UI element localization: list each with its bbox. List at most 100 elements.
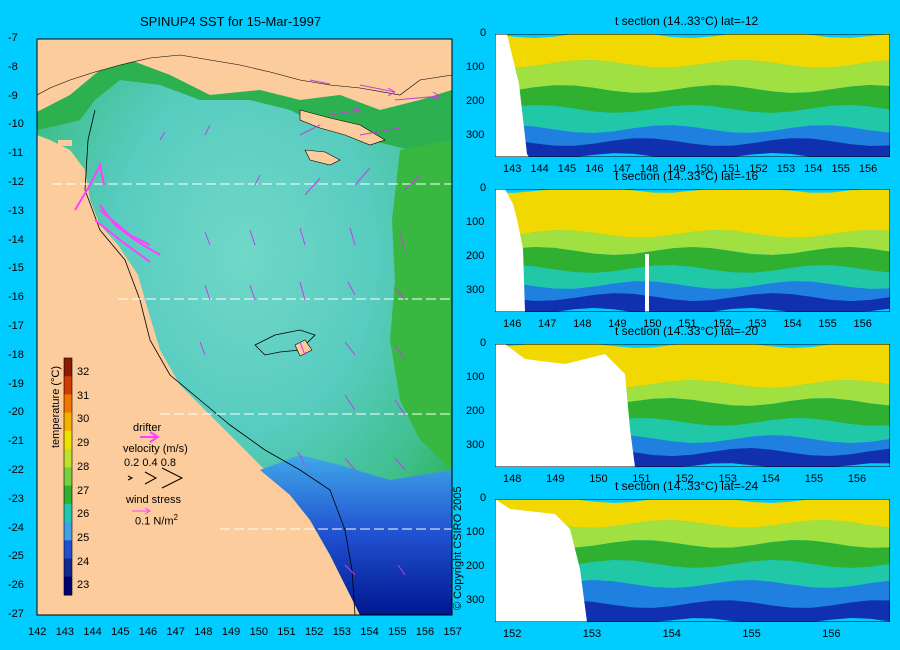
lon-tick: 156: [858, 163, 878, 175]
lon-tick: 150: [694, 163, 713, 175]
lon-tick: 152: [503, 628, 522, 640]
section-title: t section (14..33°C) lat=-24: [615, 479, 759, 493]
lon-tick: 154: [783, 318, 802, 330]
temperature-section-3: [495, 344, 890, 467]
lat-tick: -23: [8, 492, 24, 505]
depth-tick: 200: [466, 560, 485, 572]
lat-tick: -24: [8, 521, 24, 534]
colorbar-swatch: [64, 412, 72, 432]
lon-tick: 144: [83, 626, 102, 638]
depth-tick: 0: [480, 27, 487, 39]
temperature-band: [495, 60, 890, 93]
colorbar-swatch: [64, 358, 72, 377]
lon-tick: 151: [678, 318, 697, 330]
temperature-band: [495, 138, 890, 157]
lon-tick: 154: [804, 163, 823, 175]
section-topography: [495, 344, 635, 467]
reef-small: [294, 339, 313, 357]
drifter-tracks: [74, 161, 161, 263]
lon-tick: 154: [360, 626, 379, 638]
torres-island: [58, 140, 72, 146]
lon-tick: 153: [718, 473, 737, 485]
lat-tick: -15: [8, 262, 24, 275]
colorbar-swatch: [64, 522, 72, 541]
lat-tick: -27: [8, 608, 24, 620]
lon-tick: 156: [415, 626, 435, 638]
lon-tick: 152: [305, 626, 324, 638]
colorbar-swatch: [64, 540, 72, 560]
lon-tick: 153: [748, 318, 767, 330]
lon-tick: 153: [332, 626, 352, 638]
lon-tick: 146: [503, 318, 522, 330]
temperature-band: [495, 560, 890, 588]
depth-tick: 300: [466, 284, 485, 296]
section-topography: [495, 34, 529, 157]
velocity-label: velocity (m/s): [123, 443, 188, 455]
depth-tick: 300: [466, 129, 485, 141]
lon-tick: 145: [557, 163, 577, 175]
temperature-band: [495, 540, 890, 568]
colorbar-swatch: [64, 467, 72, 487]
lat-tick: -16: [8, 291, 24, 304]
lon-tick: 143: [503, 163, 522, 175]
lon-tick: 150: [643, 318, 662, 330]
lat-tick: -13: [8, 204, 24, 217]
temperature-band: [495, 85, 890, 113]
lon-tick: 148: [639, 163, 659, 175]
lon-tick: 153: [582, 628, 602, 640]
depth-tick: 0: [480, 337, 487, 349]
lon-tick: 155: [818, 318, 837, 330]
lat-tick: -22: [8, 464, 24, 476]
colorbar-tick: 23: [77, 579, 90, 592]
lon-tick: 151: [277, 626, 296, 638]
temperature-band: [495, 520, 890, 548]
lon-tick: 154: [662, 628, 681, 640]
lon-tick: 155: [804, 473, 824, 485]
temperature-band: [495, 600, 890, 622]
lon-tick: 142: [28, 626, 47, 638]
lon-tick: 147: [612, 163, 631, 175]
depth-tick: 100: [466, 216, 485, 228]
lon-tick: 152: [749, 163, 768, 175]
eastern-green: [390, 140, 452, 470]
depth-tick: 100: [466, 371, 485, 383]
lat-tick: -7: [8, 32, 18, 44]
lon-tick: 149: [608, 318, 627, 330]
shelf-contour: [84, 109, 356, 616]
lon-tick: 145: [111, 626, 130, 638]
colorbar-label: temperature (°C): [50, 365, 62, 448]
depth-tick: 200: [466, 95, 485, 107]
lon-tick: 151: [721, 163, 741, 175]
temperature-band: [495, 265, 890, 289]
colorbar-swatch: [64, 449, 72, 468]
colorbar-tick: 26: [77, 508, 90, 521]
lon-tick: 156: [822, 628, 841, 640]
colorbar-swatch: [64, 558, 72, 578]
sst-map: [36, 38, 453, 616]
lon-tick: 150: [589, 473, 608, 485]
wind-arrows: [159, 79, 441, 576]
lat-tick: -26: [8, 579, 24, 592]
lon-tick: 150: [249, 626, 268, 638]
temperature-band: [495, 34, 890, 68]
lon-tick: 146: [585, 163, 604, 175]
lat-tick: -9: [8, 89, 18, 102]
colorbar-swatch: [64, 576, 72, 596]
colorbar-tick: 29: [77, 437, 90, 450]
temperature-band: [495, 499, 890, 528]
colorbar-tick: 32: [77, 366, 90, 378]
lon-tick: 156: [847, 473, 867, 485]
section-title: t section (14..33°C) lat=-16: [615, 169, 759, 183]
louisiade-islands: [304, 149, 341, 166]
lon-tick: 151: [632, 473, 651, 485]
colorbar-swatch: [64, 503, 72, 523]
lon-tick: 146: [138, 626, 158, 638]
colorbar-swatch: [64, 430, 72, 450]
lon-tick: 148: [503, 473, 522, 485]
colorbar-tick: 25: [77, 531, 90, 544]
lat-tick: -18: [8, 348, 24, 361]
lat-tick: -17: [8, 320, 24, 332]
section-title: t section (14..33°C) lat=-20: [615, 324, 759, 338]
drifter-legend-icon: [140, 431, 160, 443]
reef-gap: [645, 254, 649, 312]
